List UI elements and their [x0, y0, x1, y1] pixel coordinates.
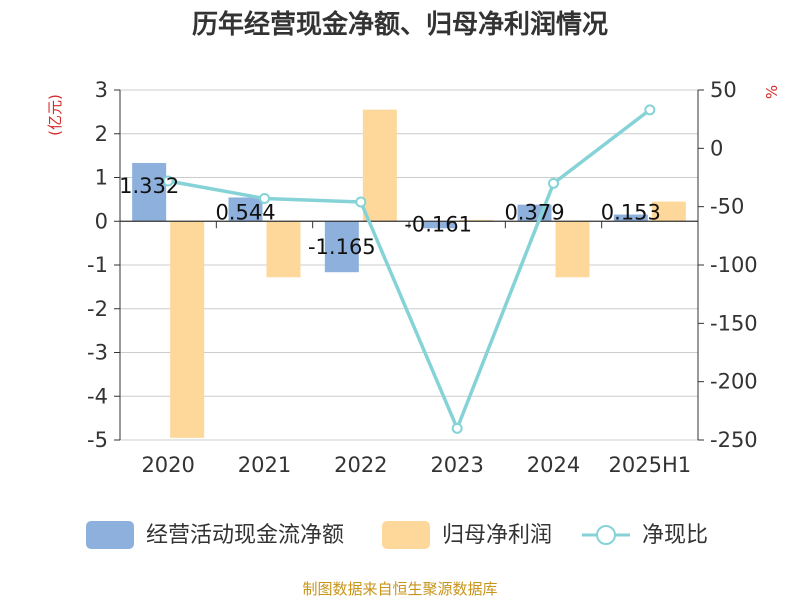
legend-swatch-cash-flow [86, 521, 134, 549]
data-label-cash-flow: -0.161 [404, 212, 472, 236]
bar-net-profit [362, 109, 397, 222]
bar-net-profit [555, 221, 590, 278]
category-label: 2024 [527, 453, 580, 477]
bar-net-profit [170, 221, 205, 438]
ratio-point [162, 175, 174, 187]
bar-cash-flow [324, 221, 359, 273]
ratio-point [259, 193, 270, 204]
data-label-cash-flow: 1.332 [119, 174, 179, 198]
ratio-point [548, 177, 559, 189]
category-label: 2022 [334, 453, 387, 477]
left-tick-label: 1 [95, 166, 108, 190]
legend-label-net-profit: 归母净利润 [442, 523, 552, 548]
right-tick-label: -200 [710, 370, 758, 394]
left-tick-label: -5 [87, 428, 108, 452]
left-tick-label: -3 [87, 341, 108, 365]
bar-cash-flow [421, 221, 456, 229]
left-tick-label: 0 [95, 209, 108, 233]
bar-net-profit [459, 219, 494, 222]
category-label: 2023 [430, 453, 483, 477]
left-tick-label: -4 [87, 384, 108, 408]
right-axis-unit: % [763, 85, 781, 99]
data-label-cash-flow: -1.165 [308, 235, 376, 259]
axes: 3 2 1 0 -1 -2 -3 -4 -5 50 0 -50 -100 -150 -200 -250 2020… [87, 78, 758, 477]
bar-cash-flow [228, 197, 263, 222]
legend: 经营活动现金流净额 归母净利润 净现比 [86, 521, 708, 549]
bars [132, 109, 686, 438]
left-axis-unit: (亿元) [46, 94, 64, 136]
left-tick-label: -2 [87, 297, 108, 321]
category-label: 2025H1 [609, 453, 692, 477]
right-tick-label: -50 [710, 195, 744, 219]
right-tick-label: 0 [710, 136, 723, 160]
bar-cash-flow [132, 162, 167, 222]
right-tick-label: -250 [710, 428, 758, 452]
chart-title: 历年经营现金净额、归母净利润情况 [192, 9, 608, 40]
left-tick-label: 2 [95, 122, 108, 146]
right-tick-label: -150 [710, 311, 758, 335]
right-tick-label: 50 [710, 78, 737, 102]
legend-marker-ratio [596, 525, 616, 545]
legend-label-ratio: 净现比 [642, 523, 708, 548]
bar-net-profit [651, 201, 686, 222]
category-label: 2020 [141, 453, 194, 477]
bar-cash-flow [613, 214, 648, 222]
grid-lines [120, 89, 698, 441]
legend-swatch-net-profit [382, 521, 430, 549]
source-note: 制图数据来自恒生聚源数据库 [302, 580, 497, 598]
ratio-point [451, 422, 463, 434]
data-label-cash-flow: 0.153 [601, 200, 661, 224]
ratio-line-series [162, 104, 656, 434]
right-tick-label: -100 [710, 253, 758, 277]
ratio-point [644, 104, 656, 116]
left-tick-label: 3 [95, 78, 108, 102]
legend-label-cash-flow: 经营活动现金流净额 [146, 523, 344, 548]
ratio-point [355, 196, 367, 208]
left-tick-label: -1 [87, 253, 108, 277]
data-labels: 1.332 0.544 -1.165 -0.161 0.379 0.153 [119, 174, 661, 259]
data-label-cash-flow: 0.379 [504, 200, 564, 224]
category-label: 2021 [238, 453, 291, 477]
ratio-line [167, 108, 651, 431]
bar-net-profit [266, 221, 301, 278]
data-label-cash-flow: 0.544 [215, 200, 275, 224]
